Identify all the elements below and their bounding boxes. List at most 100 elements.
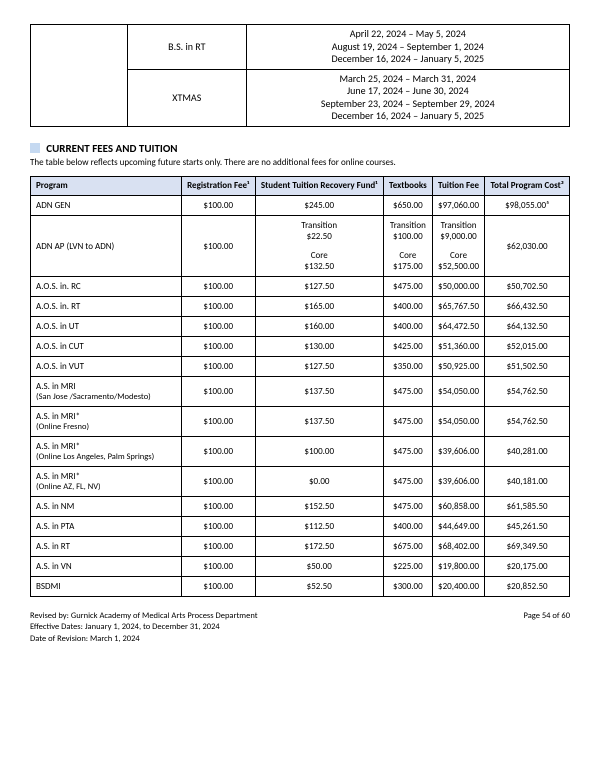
- total-cell: $64,132.50: [485, 317, 570, 337]
- strf-cell: $165.00: [255, 297, 383, 317]
- tuition-cell: $51,360.00: [432, 337, 484, 357]
- tuition-cell: $20,400.00: [432, 577, 484, 597]
- total-cell: $66,432.50: [485, 297, 570, 317]
- strf-cell: $172.50: [255, 537, 383, 557]
- strf-cell: $127.50: [255, 357, 383, 377]
- table-row: A.S. in MRI*(Online Fresno)$100.00$137.5…: [31, 407, 570, 437]
- reg-fee-cell: $100.00: [181, 317, 255, 337]
- tuition-cell: $39,606.00: [432, 437, 484, 467]
- strf-cell: $130.00: [255, 337, 383, 357]
- textbooks-cell: $400.00: [383, 517, 432, 537]
- fees-table: Program Registration Fee¹ Student Tuitio…: [30, 176, 570, 598]
- program-name: A.S. in NM: [36, 501, 74, 512]
- col-textbooks: Textbooks: [383, 176, 432, 196]
- col-total: Total Program Cost³: [485, 176, 570, 196]
- table-row: A.O.S. in VUT$100.00$127.50$350.00$50,92…: [31, 357, 570, 377]
- strf-cell-transition: Transition$22.50: [256, 216, 383, 246]
- textbooks-cell-core: Core$175.00: [384, 246, 432, 276]
- header-row: Program Registration Fee¹ Student Tuitio…: [31, 176, 570, 196]
- tuition-cell: $39,606.00: [432, 467, 484, 497]
- program-name: A.O.S. in. RT: [36, 301, 80, 312]
- table-row: BSDMI$100.00$52.50$300.00$20,400.00$20,8…: [31, 577, 570, 597]
- program-name: BSDMI: [36, 581, 61, 592]
- footer-revised-by: Revised by: Gurnick Academy of Medical A…: [30, 611, 258, 622]
- reg-fee-cell: $100.00: [181, 337, 255, 357]
- program-name: A.O.S. in VUT: [36, 361, 84, 372]
- total-cell: $51,502.50: [485, 357, 570, 377]
- program-cell: A.S. in NM: [31, 497, 182, 517]
- reg-fee-cell: $100.00: [181, 297, 255, 317]
- reg-fee-cell: $100.00: [181, 377, 255, 407]
- program-cell: A.S. in MRI(San Jose /Sacramento/Modesto…: [31, 377, 182, 407]
- program-name: A.S. in MRI*: [36, 411, 80, 422]
- program-cell: A.S. in VN: [31, 557, 182, 577]
- program-cell: A.S. in PTA: [31, 517, 182, 537]
- table-row: A.O.S. in CUT $100.00$130.00$425.00$51,36…: [31, 337, 570, 357]
- strf-cell: Transition$22.50Core$132.50: [255, 216, 383, 277]
- textbooks-cell: $475.00: [383, 437, 432, 467]
- reg-fee-cell: $100.00: [181, 467, 255, 497]
- table-row: A.S. in MRI*(Online AZ, FL, NV)$100.00$0…: [31, 467, 570, 497]
- total-cell: $45,261.50: [485, 517, 570, 537]
- dates-cell: March 25, 2024 – March 31, 2024 June 17,…: [246, 69, 569, 126]
- program-name: A.S. in MRI*: [36, 441, 80, 452]
- textbooks-cell: $400.00: [383, 297, 432, 317]
- textbooks-cell: $475.00: [383, 467, 432, 497]
- table-row: A.S. in VN$100.00$50.00$225.00$19,800.00…: [31, 557, 570, 577]
- strf-cell: $245.00: [255, 196, 383, 216]
- total-cell: $54,762.50: [485, 407, 570, 437]
- footer-revision-date: Date of Revision: March 1, 2024: [30, 634, 570, 645]
- program-cell: A.S. in MRI*(Online Los Angeles, Palm Sp…: [31, 437, 182, 467]
- strf-cell: $137.50: [255, 407, 383, 437]
- strf-cell: $0.00: [255, 467, 383, 497]
- dates-cell: April 22, 2024 – May 5, 2024 August 19, …: [246, 25, 569, 70]
- textbooks-cell: $350.00: [383, 357, 432, 377]
- textbooks-cell: $425.00: [383, 337, 432, 357]
- program-cell: A.O.S. in CUT: [31, 337, 182, 357]
- reg-fee-cell: $100.00: [181, 407, 255, 437]
- tuition-cell: $44,649.00: [432, 517, 484, 537]
- textbooks-cell: $475.00: [383, 497, 432, 517]
- program-cell: B.S. in RT: [128, 25, 247, 70]
- date-line: April 22, 2024 – May 5, 2024: [253, 28, 563, 41]
- tuition-cell: $68,402.00: [432, 537, 484, 557]
- footer-effective-dates: Effective Dates: January 1, 2024, to Dec…: [30, 622, 570, 633]
- table-row: A.S. in MRI*(Online Los Angeles, Palm Sp…: [31, 437, 570, 467]
- textbooks-cell: $225.00: [383, 557, 432, 577]
- reg-fee-cell: $100.00: [181, 517, 255, 537]
- col-tuition: Tuition Fee: [432, 176, 484, 196]
- program-name: A.S. in MRI: [36, 381, 76, 392]
- reg-fee-cell: $100.00: [181, 216, 255, 277]
- total-cell: $98,055.00⁵: [485, 196, 570, 216]
- strf-cell-core: Core$132.50: [256, 246, 383, 276]
- strf-cell: $127.50: [255, 277, 383, 297]
- program-cell: A.O.S. in. RC: [31, 277, 182, 297]
- table-row: B.S. in RT April 22, 2024 – May 5, 2024 …: [31, 25, 570, 70]
- total-cell: $20,852.50: [485, 577, 570, 597]
- textbooks-cell: $475.00: [383, 277, 432, 297]
- program-sub: (Online AZ, FL, NV): [36, 482, 176, 492]
- textbooks-cell: $400.00: [383, 317, 432, 337]
- strf-cell: $50.00: [255, 557, 383, 577]
- program-cell: ADN AP (LVN to ADN): [31, 216, 182, 277]
- tuition-cell: $60,858.00: [432, 497, 484, 517]
- program-name: A.S. in VN: [36, 561, 72, 572]
- table-row: A.S. in MRI(San Jose /Sacramento/Modesto…: [31, 377, 570, 407]
- strf-cell: $52.50: [255, 577, 383, 597]
- textbooks-cell: $650.00: [383, 196, 432, 216]
- program-cell: A.S. in MRI*(Online Fresno): [31, 407, 182, 437]
- tuition-cell: $50,925.00: [432, 357, 484, 377]
- tuition-cell-core: Core$52,500.00: [433, 246, 484, 276]
- strf-cell: $100.00: [255, 437, 383, 467]
- program-cell: BSDMI: [31, 577, 182, 597]
- program-cell: A.S. in MRI*(Online AZ, FL, NV): [31, 467, 182, 497]
- table-row: A.O.S. in. RT$100.00$165.00$400.00$65,76…: [31, 297, 570, 317]
- program-cell: ADN GEN: [31, 196, 182, 216]
- program-name: A.O.S. in CUT: [36, 341, 84, 352]
- strf-cell: $137.50: [255, 377, 383, 407]
- total-cell: $20,175.00: [485, 557, 570, 577]
- strf-cell: $112.50: [255, 517, 383, 537]
- date-line: June 17, 2024 – June 30, 2024: [253, 85, 563, 98]
- table-row: ADN GEN$100.00$245.00$650.00$97,060.00$9…: [31, 196, 570, 216]
- reg-fee-cell: $100.00: [181, 537, 255, 557]
